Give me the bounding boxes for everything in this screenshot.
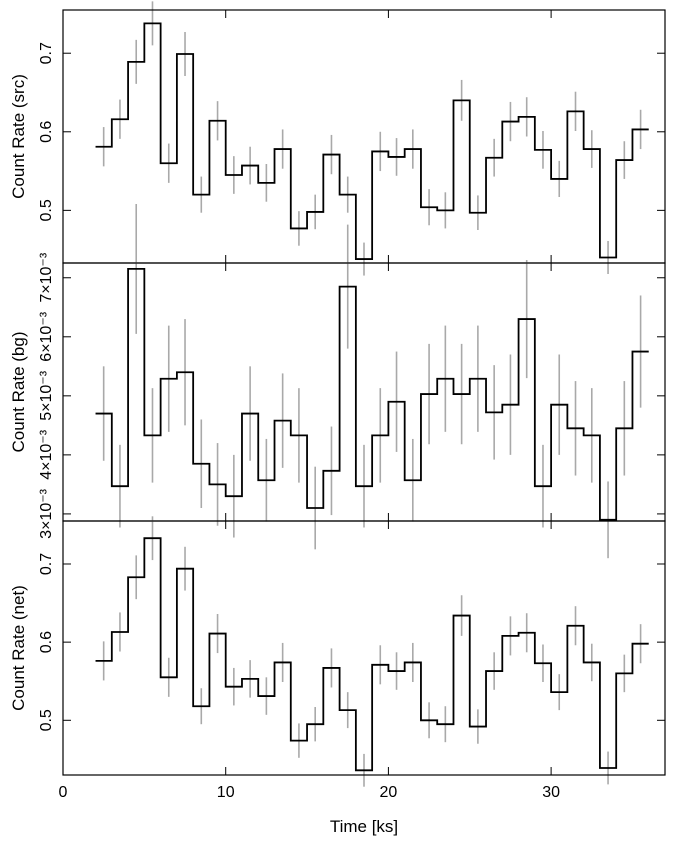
ytick-label-src: 0.5 (38, 199, 55, 221)
panel-bg: Count Rate (bg) 3×10⁻³ 4×10⁻³ 5×10⁻³ 6×10⁻³… (9, 203, 666, 559)
ylabel-net: Count Rate (net) (9, 585, 28, 711)
xtick-label: 0 (59, 784, 68, 801)
xlabel-time: Time [ks] (330, 817, 398, 836)
xtick-label: 30 (542, 784, 560, 801)
ytick-label-bg: 7×10⁻³ (38, 252, 55, 302)
ytick-label-net: 0.7 (38, 553, 55, 575)
xtick-label: 20 (380, 784, 398, 801)
axes-frame-src (62, 9, 666, 264)
ytick-label-bg: 5×10⁻³ (38, 370, 55, 420)
step-line-bg (95, 268, 649, 521)
ytick-label-net: 0.5 (38, 709, 55, 731)
axes-frame-net (62, 520, 666, 776)
ytick-label-bg: 3×10⁻³ (38, 488, 55, 538)
ytick-label-src: 0.7 (38, 42, 55, 64)
step-line-net (95, 537, 649, 772)
ylabel-bg: Count Rate (bg) (9, 332, 28, 453)
panel-src: Count Rate (src) 0.5 0.6 0.7 (9, 1, 666, 276)
ylabel-src: Count Rate (src) (9, 74, 28, 199)
ytick-label-src: 0.6 (38, 121, 55, 143)
xtick-label: 10 (217, 784, 235, 801)
ytick-label-bg: 6×10⁻³ (38, 311, 55, 361)
ytick-label-net: 0.6 (38, 631, 55, 653)
panel-net: Count Rate (net) Time [ks] 0.5 0.6 0.7 0 10 2… (9, 516, 666, 836)
step-line-src (95, 22, 649, 260)
ytick-label-bg: 4×10⁻³ (38, 429, 55, 479)
